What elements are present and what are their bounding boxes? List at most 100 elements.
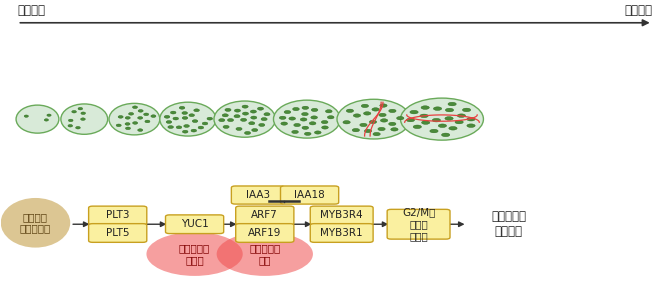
Text: ヒストン
アセチル化: ヒストン アセチル化 (20, 212, 51, 234)
Ellipse shape (304, 132, 311, 135)
Ellipse shape (467, 117, 475, 121)
Ellipse shape (180, 106, 185, 109)
Ellipse shape (166, 121, 172, 123)
Ellipse shape (352, 128, 360, 132)
Ellipse shape (322, 126, 328, 129)
Ellipse shape (391, 128, 398, 131)
Ellipse shape (312, 108, 318, 112)
Ellipse shape (243, 112, 249, 115)
Ellipse shape (337, 99, 411, 139)
Ellipse shape (44, 119, 48, 121)
Ellipse shape (68, 124, 72, 127)
Ellipse shape (273, 100, 340, 138)
Ellipse shape (378, 127, 385, 131)
FancyBboxPatch shape (88, 206, 147, 225)
Ellipse shape (218, 119, 225, 122)
Ellipse shape (446, 108, 454, 112)
Ellipse shape (281, 122, 287, 125)
Ellipse shape (194, 109, 200, 112)
Ellipse shape (125, 117, 130, 119)
Ellipse shape (406, 118, 415, 122)
Ellipse shape (78, 107, 82, 110)
Ellipse shape (361, 104, 368, 108)
Ellipse shape (1, 198, 70, 248)
Ellipse shape (389, 122, 396, 126)
Ellipse shape (449, 127, 457, 130)
Ellipse shape (251, 116, 257, 119)
FancyBboxPatch shape (387, 209, 450, 239)
FancyBboxPatch shape (236, 224, 294, 242)
Text: YUC1: YUC1 (181, 219, 208, 229)
Ellipse shape (116, 124, 121, 127)
Text: 分化細胞の
分裂再開: 分化細胞の 分裂再開 (491, 210, 527, 238)
Text: PLT3: PLT3 (106, 210, 129, 220)
FancyBboxPatch shape (310, 224, 373, 242)
Ellipse shape (137, 129, 143, 132)
Text: 培養開始: 培養開始 (17, 4, 46, 17)
Text: 培養後期: 培養後期 (624, 4, 653, 17)
Ellipse shape (214, 101, 275, 137)
Ellipse shape (16, 105, 59, 133)
Text: ARF7: ARF7 (251, 210, 278, 220)
Ellipse shape (353, 114, 360, 117)
Ellipse shape (125, 123, 130, 125)
Ellipse shape (184, 124, 190, 127)
Ellipse shape (143, 113, 149, 116)
Ellipse shape (129, 112, 133, 115)
Ellipse shape (430, 129, 438, 133)
Ellipse shape (389, 109, 396, 113)
Ellipse shape (198, 126, 204, 129)
FancyBboxPatch shape (310, 206, 373, 225)
Ellipse shape (314, 131, 321, 134)
Ellipse shape (164, 115, 170, 118)
Ellipse shape (432, 118, 440, 122)
Text: ARF19: ARF19 (248, 228, 281, 238)
FancyBboxPatch shape (231, 186, 285, 204)
Ellipse shape (72, 110, 76, 113)
Ellipse shape (191, 129, 196, 132)
Ellipse shape (372, 108, 379, 111)
Ellipse shape (192, 120, 198, 122)
FancyBboxPatch shape (236, 206, 294, 225)
Ellipse shape (401, 98, 484, 140)
Ellipse shape (133, 122, 137, 124)
Ellipse shape (289, 117, 295, 120)
Ellipse shape (360, 123, 367, 127)
Ellipse shape (24, 115, 28, 117)
Ellipse shape (310, 122, 316, 125)
Ellipse shape (138, 109, 143, 112)
Ellipse shape (109, 103, 160, 135)
Ellipse shape (145, 120, 150, 123)
Ellipse shape (293, 107, 299, 111)
Text: PLT5: PLT5 (106, 228, 129, 238)
Ellipse shape (343, 121, 350, 124)
Ellipse shape (448, 102, 456, 106)
Ellipse shape (207, 117, 212, 120)
Ellipse shape (80, 118, 85, 120)
Ellipse shape (216, 232, 313, 276)
Ellipse shape (173, 117, 178, 120)
Ellipse shape (467, 124, 475, 127)
FancyBboxPatch shape (88, 224, 147, 242)
Ellipse shape (279, 116, 286, 119)
Ellipse shape (245, 132, 251, 135)
Text: オーキシン
生合成: オーキシン 生合成 (179, 243, 210, 265)
Ellipse shape (47, 114, 51, 117)
Ellipse shape (264, 113, 270, 116)
Ellipse shape (222, 114, 228, 117)
Ellipse shape (189, 114, 194, 117)
Ellipse shape (225, 108, 231, 112)
Ellipse shape (302, 106, 309, 109)
FancyBboxPatch shape (165, 215, 224, 234)
Ellipse shape (284, 110, 291, 114)
Ellipse shape (373, 132, 381, 136)
Ellipse shape (293, 123, 300, 127)
Ellipse shape (397, 117, 404, 120)
Ellipse shape (421, 106, 429, 109)
Ellipse shape (176, 126, 182, 129)
Ellipse shape (251, 110, 257, 113)
Ellipse shape (242, 105, 248, 108)
Ellipse shape (76, 127, 80, 129)
Ellipse shape (410, 110, 418, 114)
Ellipse shape (421, 121, 430, 124)
